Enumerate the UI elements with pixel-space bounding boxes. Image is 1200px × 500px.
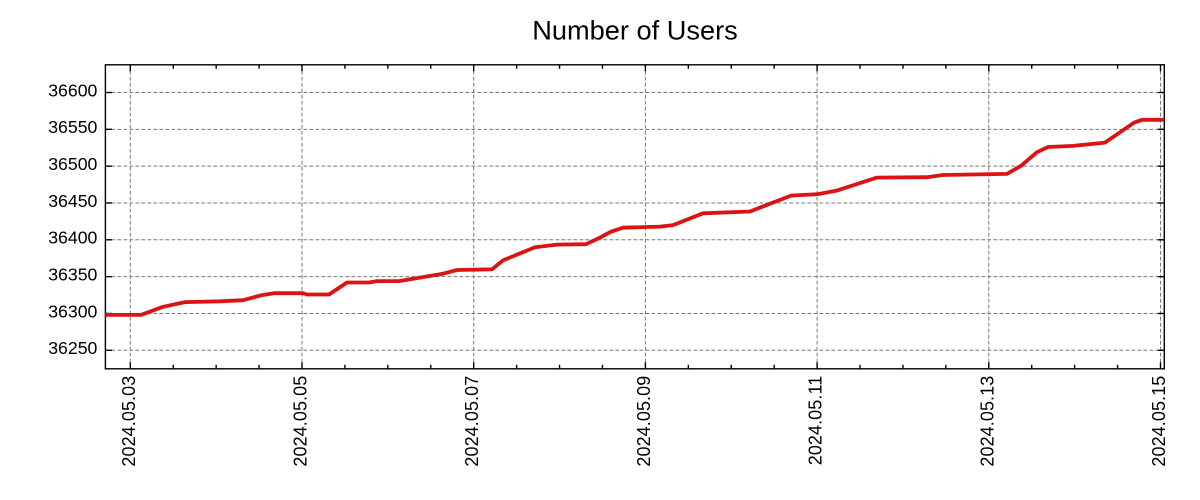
svg-text:36350: 36350 (48, 264, 97, 284)
svg-text:36250: 36250 (48, 338, 97, 358)
svg-text:36450: 36450 (48, 191, 97, 211)
svg-text:2024.05.15: 2024.05.15 (1149, 376, 1169, 467)
svg-text:36300: 36300 (48, 301, 97, 321)
svg-text:2024.05.05: 2024.05.05 (291, 376, 311, 467)
svg-text:2024.05.11: 2024.05.11 (806, 376, 826, 466)
svg-text:36400: 36400 (48, 228, 97, 248)
svg-text:36600: 36600 (48, 80, 97, 100)
svg-text:2024.05.09: 2024.05.09 (634, 376, 654, 467)
svg-text:2024.05.03: 2024.05.03 (119, 376, 139, 467)
svg-text:Number of Users: Number of Users (532, 14, 737, 45)
svg-text:2024.05.07: 2024.05.07 (462, 376, 482, 467)
svg-text:36500: 36500 (48, 154, 97, 174)
svg-text:2024.05.13: 2024.05.13 (977, 376, 997, 467)
svg-text:36550: 36550 (48, 117, 97, 137)
